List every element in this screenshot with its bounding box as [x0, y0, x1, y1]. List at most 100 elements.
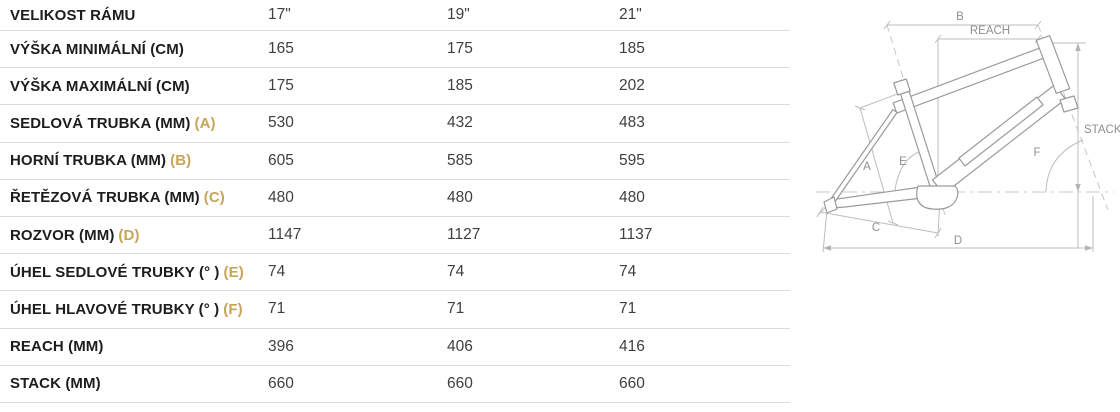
- head-tube: [1035, 35, 1071, 94]
- dim-c-ticks: [816, 206, 942, 239]
- rear-dropout: [823, 196, 838, 214]
- row-value: 660: [268, 374, 294, 392]
- row-value: 660: [619, 374, 645, 392]
- table-row: ROZVOR (MM) (D) 1147 1127 1137: [0, 217, 790, 255]
- row-dimension-letter: (A): [194, 114, 216, 132]
- row-dimension-letter: (E): [223, 263, 244, 281]
- row-value: 202: [619, 77, 645, 95]
- row-value: 480: [268, 188, 294, 206]
- row-value: 406: [447, 337, 473, 355]
- row-value: 175: [447, 40, 473, 58]
- diagram-label-a: A: [863, 161, 871, 173]
- table-row: VÝŠKA MAXIMÁLNÍ (CM) 175 185 202: [0, 68, 790, 106]
- row-value: 165: [268, 40, 294, 58]
- row-value: 71: [268, 300, 286, 318]
- diagram-label-b: B: [956, 11, 964, 23]
- row-label: VÝŠKA MAXIMÁLNÍ (CM): [0, 78, 268, 95]
- row-value: 71: [619, 300, 637, 318]
- row-value: 185: [619, 40, 645, 58]
- geometry-table: VELIKOST RÁMU 17" 19" 21" VÝŠKA MINIMÁLNÍ (C…: [0, 0, 790, 403]
- diagram-label-d: D: [954, 235, 962, 247]
- row-label: ROZVOR (MM) (D): [0, 227, 268, 244]
- row-value: 605: [268, 151, 294, 169]
- row-value: 185: [447, 77, 473, 95]
- row-label-text: VÝŠKA MINIMÁLNÍ (CM): [10, 40, 184, 58]
- row-label: VELIKOST RÁMU: [0, 7, 268, 24]
- table-row: ÚHEL SEDLOVÉ TRUBKY (° ) (E) 74 74 74: [0, 254, 790, 292]
- dim-a-line: [859, 107, 894, 224]
- row-value: 480: [619, 188, 645, 206]
- head-tube-axis-line: [1037, 24, 1109, 211]
- row-label-text: REACH (MM): [10, 338, 104, 356]
- table-row: VÝŠKA MINIMÁLNÍ (CM) 165 175 185: [0, 31, 790, 69]
- diagram-label-f: F: [1033, 147, 1040, 159]
- table-row: VELIKOST RÁMU 17" 19" 21": [0, 0, 790, 31]
- dim-stack-arrow-bottom: [1075, 184, 1081, 192]
- dim-a-ext: [859, 92, 901, 109]
- row-value: 17": [268, 6, 291, 23]
- row-label: SEDLOVÁ TRUBKA (MM) (A): [0, 115, 268, 132]
- fork-crown: [1059, 95, 1079, 113]
- battery-outline: [958, 96, 1044, 167]
- row-value: 21": [619, 6, 642, 23]
- row-value: 74: [619, 263, 637, 281]
- row-label: REACH (MM): [0, 338, 268, 355]
- table-row: HORNÍ TRUBKA (MM) (B) 605 585 595: [0, 143, 790, 180]
- row-label-text: ŘETĚZOVÁ TRUBKA (MM): [10, 189, 200, 207]
- row-dimension-letter: (F): [223, 300, 243, 318]
- dim-a-ticks: [854, 105, 899, 226]
- row-dimension-letter: (B): [170, 152, 192, 170]
- row-label: ŘETĚZOVÁ TRUBKA (MM) (C): [0, 189, 268, 206]
- row-value: 483: [619, 114, 645, 132]
- row-value: 660: [447, 374, 473, 392]
- row-label-text: STACK (MM): [10, 375, 101, 393]
- row-value: 396: [268, 337, 294, 355]
- dim-reach-ticks: [934, 34, 1042, 44]
- row-label-text: ÚHEL SEDLOVÉ TRUBKY (° ): [10, 263, 220, 281]
- row-value: 416: [619, 337, 645, 355]
- row-value: 1137: [619, 226, 653, 244]
- row-label-text: ROZVOR (MM): [10, 226, 115, 244]
- dim-d-arrow-left: [823, 245, 831, 251]
- row-label: STACK (MM): [0, 375, 268, 392]
- row-label-text: HORNÍ TRUBKA (MM): [10, 152, 167, 170]
- chain-stay: [829, 185, 932, 209]
- seat-clamp: [893, 78, 911, 96]
- dim-stack-arrow-top: [1075, 43, 1081, 51]
- dim-d-ext-left: [822, 209, 828, 253]
- row-value: 530: [268, 114, 294, 132]
- top-tube: [892, 47, 1045, 114]
- table-row: STACK (MM) 660 660 660: [0, 366, 790, 403]
- row-label-text: VÝŠKA MAXIMÁLNÍ (CM): [10, 77, 190, 95]
- diagram-label-c: C: [872, 222, 880, 234]
- bike-frame-drawing: [823, 35, 1079, 214]
- table-row: REACH (MM) 396 406 416: [0, 329, 790, 366]
- row-value: 1147: [268, 226, 302, 244]
- row-label-text: SEDLOVÁ TRUBKA (MM): [10, 114, 191, 132]
- dim-d-arrow-right: [1085, 245, 1093, 251]
- row-value: 480: [447, 188, 473, 206]
- row-value: 432: [447, 114, 473, 132]
- row-value: 585: [447, 151, 473, 169]
- diagram-label-reach: REACH: [970, 25, 1010, 37]
- row-label: ÚHEL SEDLOVÉ TRUBKY (° ) (E): [0, 264, 268, 281]
- row-label-text: ÚHEL HLAVOVÉ TRUBKY (° ): [10, 300, 220, 318]
- row-value: 19": [447, 6, 470, 23]
- row-value: 595: [619, 151, 645, 169]
- diagram-label-stack: STACK: [1084, 124, 1120, 136]
- row-value: 74: [447, 263, 465, 281]
- row-label: ÚHEL HLAVOVÉ TRUBKY (° ) (F): [0, 301, 268, 318]
- row-dimension-letter: (C): [203, 189, 225, 207]
- row-label-text: VELIKOST RÁMU: [10, 6, 136, 24]
- seat-stay: [828, 108, 898, 205]
- table-row: ÚHEL HLAVOVÉ TRUBKY (° ) (F) 71 71 71: [0, 291, 790, 329]
- row-label: HORNÍ TRUBKA (MM) (B): [0, 152, 268, 169]
- row-value: 1127: [447, 226, 481, 244]
- row-value: 74: [268, 263, 286, 281]
- motor-housing: [916, 185, 959, 210]
- row-label: VÝŠKA MINIMÁLNÍ (CM): [0, 41, 268, 58]
- row-value: 71: [447, 300, 465, 318]
- table-row: ŘETĚZOVÁ TRUBKA (MM) (C) 480 480 480: [0, 180, 790, 217]
